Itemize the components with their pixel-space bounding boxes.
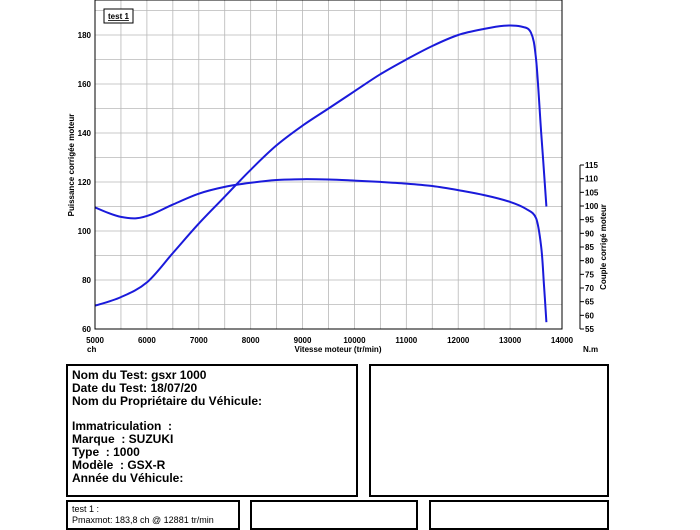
x-tick-label: 12000 [447,336,470,345]
x-tick-label: 6000 [138,336,156,345]
left-axis-title: Puissance corrigée moteur [67,114,76,217]
torque-curve [94,178,548,323]
registration: Immatriculation : [72,419,173,433]
results-title: test 1 : [72,504,100,514]
left-y-tick-labels: 60 80 100 120 140 160 180 [78,31,92,334]
right-y-tick-label: 75 [585,270,594,279]
x-tick-label: 10000 [343,336,366,345]
chart-grid [95,0,562,329]
right-y-tick-label: 85 [585,243,594,252]
blank-box-3 [429,500,609,530]
pmax-result: Pmaxmot: 183,8 ch @ 12881 tr/min [72,515,214,525]
x-tick-label: 8000 [242,336,260,345]
left-y-tick-label: 100 [78,227,92,236]
right-y-tick-label: 90 [585,229,594,238]
right-y-tick-label: 105 [585,188,599,197]
right-y-tick-label: 100 [585,202,599,211]
left-y-tick-label: 80 [82,276,91,285]
blank-info-box [369,364,609,497]
results-box: test 1 : Pmaxmot: 183,8 ch @ 12881 tr/mi… [66,500,240,530]
x-tick-label: 7000 [190,336,208,345]
right-y-tick-label: 65 [585,298,594,307]
brand: Marque : SUZUKI [72,432,174,446]
x-axis-title: Vitesse moteur (tr/min) [295,345,382,354]
left-y-tick-label: 140 [78,129,92,138]
right-y-tick-labels: 55 60 65 70 75 80 85 90 95 100 105 110 115 [580,161,599,334]
x-tick-label: 14000 [551,336,574,345]
test-name: Nom du Test: gsxr 1000 [72,368,207,382]
left-y-tick-label: 180 [78,31,92,40]
owner-name: Nom du Propriétaire du Véhicule: [72,394,263,408]
x-tick-label: 13000 [499,336,522,345]
dyno-chart: 5000 6000 7000 8000 9000 10000 11000 12000 13000… [67,0,608,354]
right-y-tick-label: 80 [585,257,594,266]
x-tick-label: 11000 [395,336,417,345]
x-tick-label: 9000 [294,336,312,345]
vehicle-year: Année du Véhicule: [72,471,184,485]
legend-label: test 1 [108,12,129,21]
right-y-tick-label: 115 [585,161,598,170]
right-y-tick-label: 60 [585,311,594,320]
right-axis-title: Couple corrigé moteur [599,204,608,290]
x-unit-left: ch [87,345,96,354]
series-layer [94,24,548,323]
blank-box-2 [250,500,418,530]
plot-frame [94,0,563,330]
test-date: Date du Test: 18/07/20 [72,381,198,395]
x-unit-right: N.m [583,345,598,354]
x-tick-labels: 5000 6000 7000 8000 9000 10000 11000 12000 13000… [86,336,574,345]
left-y-tick-label: 120 [78,178,92,187]
left-y-tick-label: 60 [82,325,91,334]
legend-box: test 1 [103,8,134,24]
right-y-tick-label: 70 [585,284,594,293]
left-y-tick-label: 160 [78,80,92,89]
right-y-tick-label: 95 [585,216,594,225]
vehicle-type: Type : 1000 [72,445,140,459]
power-curve [94,24,548,307]
vehicle-info-box: Nom du Test: gsxr 1000 Date du Test: 18/… [66,364,358,497]
right-y-tick-label: 110 [585,175,598,184]
right-y-tick-label: 55 [585,325,594,334]
x-tick-label: 5000 [86,336,104,345]
model: Modèle : GSX-R [72,458,166,472]
